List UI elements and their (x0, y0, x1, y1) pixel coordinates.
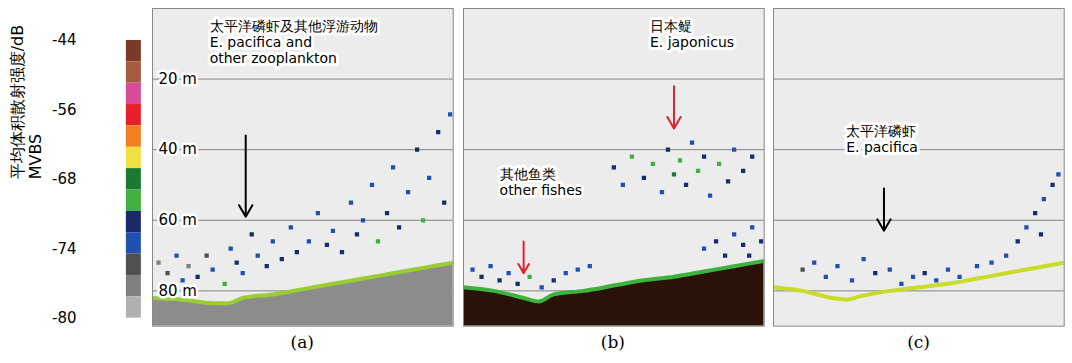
svg-text:-56: -56 (52, 101, 76, 119)
svg-text:-74: -74 (52, 240, 76, 258)
svg-text:日本鳀E. japonicus: 日本鳀E. japonicus (649, 18, 733, 50)
svg-text:太平洋磷虾及其他浮游动物E. pacifica andoth: 太平洋磷虾及其他浮游动物E. pacifica andother zooplan… (209, 18, 377, 66)
html-text:(a): (a) (290, 331, 314, 352)
svg-text:20 m: 20 m (158, 70, 196, 88)
svg-text:-44: -44 (52, 31, 76, 49)
svg-text:-80: -80 (52, 309, 76, 327)
svg-text:40 m: 40 m (158, 140, 196, 158)
svg-text:平均体积散射强度/dBMVBS: 平均体积散射强度/dBMVBS (8, 25, 45, 179)
svg-text:60 m: 60 m (158, 211, 196, 229)
svg-text:-68: -68 (52, 170, 76, 188)
svg-text:80 m: 80 m (158, 282, 196, 300)
html-text:(b): (b) (600, 331, 625, 352)
svg-text:太平洋磷虾E. pacifica: 太平洋磷虾E. pacifica (846, 123, 918, 155)
svg-text:其他鱼类other fishes: 其他鱼类other fishes (499, 166, 581, 198)
html-text:(c): (c) (907, 331, 930, 352)
